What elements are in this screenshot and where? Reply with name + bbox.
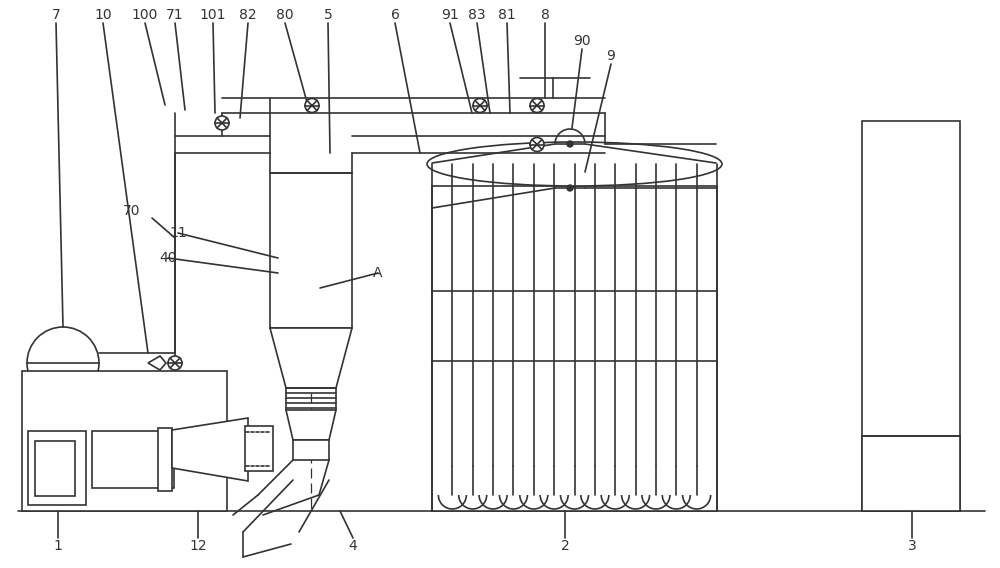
Bar <box>22 371 227 511</box>
Text: 91: 91 <box>441 8 459 22</box>
Text: 83: 83 <box>468 8 486 22</box>
Text: 71: 71 <box>166 8 184 22</box>
Polygon shape <box>286 410 336 440</box>
Text: 9: 9 <box>607 49 615 63</box>
Text: 101: 101 <box>200 8 226 22</box>
Bar <box>35 441 75 496</box>
Bar <box>158 428 172 491</box>
Bar <box>28 431 86 505</box>
Bar <box>432 186 717 511</box>
Text: 7: 7 <box>52 8 60 22</box>
Bar <box>862 121 960 511</box>
Text: 2: 2 <box>561 539 569 553</box>
Circle shape <box>473 98 487 112</box>
Bar <box>92 431 174 488</box>
Text: A: A <box>373 266 383 280</box>
Circle shape <box>305 98 319 112</box>
Text: 81: 81 <box>498 8 516 22</box>
Text: 8: 8 <box>541 8 549 22</box>
Text: 12: 12 <box>189 539 207 553</box>
Polygon shape <box>172 418 248 481</box>
Text: 4: 4 <box>349 539 357 553</box>
Text: 6: 6 <box>391 8 399 22</box>
Bar <box>245 426 273 471</box>
Text: 100: 100 <box>132 8 158 22</box>
Text: 70: 70 <box>123 204 141 218</box>
Circle shape <box>27 327 99 399</box>
Text: 5: 5 <box>324 8 332 22</box>
Circle shape <box>555 173 585 203</box>
Text: 10: 10 <box>94 8 112 22</box>
Ellipse shape <box>427 142 722 186</box>
Text: 82: 82 <box>239 8 257 22</box>
Polygon shape <box>270 328 352 388</box>
Circle shape <box>215 116 229 130</box>
Bar <box>270 173 352 328</box>
Circle shape <box>567 185 573 191</box>
Text: 80: 80 <box>276 8 294 22</box>
Bar <box>293 440 329 460</box>
Polygon shape <box>148 356 166 370</box>
Bar <box>862 436 960 511</box>
Text: 40: 40 <box>159 251 177 265</box>
Circle shape <box>530 98 544 112</box>
Text: 1: 1 <box>54 539 62 553</box>
Circle shape <box>567 141 573 147</box>
Polygon shape <box>27 399 99 421</box>
Text: 3: 3 <box>908 539 916 553</box>
Text: 11: 11 <box>169 226 187 240</box>
Circle shape <box>168 356 182 370</box>
Text: 90: 90 <box>573 34 591 48</box>
Circle shape <box>555 129 585 159</box>
Circle shape <box>530 137 544 152</box>
